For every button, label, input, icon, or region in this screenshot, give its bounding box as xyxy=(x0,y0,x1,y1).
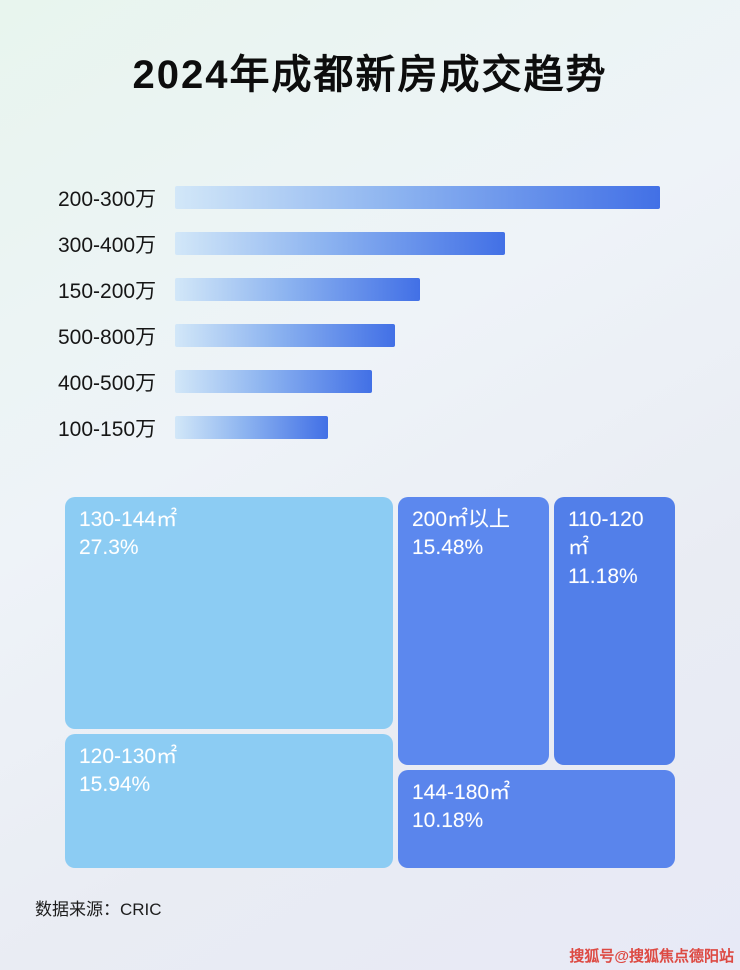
bar-category-label: 400-500万 xyxy=(58,371,157,395)
bar xyxy=(175,186,660,209)
bar-category-label: 100-150万 xyxy=(58,417,157,441)
page-title: 2024年成都新房成交趋势 xyxy=(132,53,608,97)
treemap-block-label: 144-180㎡ xyxy=(412,781,511,804)
treemap-block-value: 15.48% xyxy=(412,536,484,560)
treemap-block-value: 27.3% xyxy=(79,536,139,560)
treemap-block: 200㎡以上 15.48% xyxy=(398,497,549,765)
bar xyxy=(175,416,328,439)
bar xyxy=(175,324,396,347)
bar-category-label: 150-200万 xyxy=(58,279,157,303)
treemap-block-value: 11.18% xyxy=(568,564,638,588)
treemap-block-value: 15.94% xyxy=(79,773,151,797)
bar xyxy=(175,232,505,255)
treemap-block-label: 110-120㎡ xyxy=(568,508,644,560)
bar-track xyxy=(175,278,660,301)
bar-row: 150-200万 xyxy=(58,278,683,303)
bar-track xyxy=(175,370,660,393)
treemap-block: 130-144㎡ 27.3% xyxy=(65,497,393,729)
treemap-block: 144-180㎡ 10.18% xyxy=(398,770,675,868)
area-share-treemap: 130-144㎡ 27.3% 200㎡以上 15.48% 110-120㎡ 11… xyxy=(65,497,675,868)
bar-row: 300-400万 xyxy=(58,232,683,257)
bar-track xyxy=(175,324,660,347)
bar-track xyxy=(175,186,660,209)
bar-category-label: 500-800万 xyxy=(58,325,157,349)
bar-track xyxy=(175,416,660,439)
treemap-block-label: 200㎡以上 xyxy=(412,508,511,531)
treemap-block: 120-130㎡ 15.94% xyxy=(65,734,393,868)
bar-category-label: 300-400万 xyxy=(58,233,157,257)
treemap-block-label: 120-130㎡ xyxy=(79,745,178,768)
watermark-label: 搜狐号@搜狐焦点德阳站 xyxy=(569,948,734,965)
bar xyxy=(175,278,420,301)
price-range-bar-chart: 200-300万 300-400万 150-200万 500-800万 400- xyxy=(58,186,683,462)
data-source-label: 数据来源：CRIC xyxy=(35,900,162,919)
bar-row: 400-500万 xyxy=(58,370,683,395)
bar-category-label: 200-300万 xyxy=(58,187,157,211)
treemap-block: 110-120㎡ 11.18% xyxy=(554,497,675,765)
bar-track xyxy=(175,232,660,255)
bar xyxy=(175,370,372,393)
treemap-block-value: 10.18% xyxy=(412,809,484,833)
treemap-block-label: 130-144㎡ xyxy=(79,508,178,531)
bar-row: 200-300万 xyxy=(58,186,683,211)
bar-row: 100-150万 xyxy=(58,416,683,441)
bar-row: 500-800万 xyxy=(58,324,683,349)
